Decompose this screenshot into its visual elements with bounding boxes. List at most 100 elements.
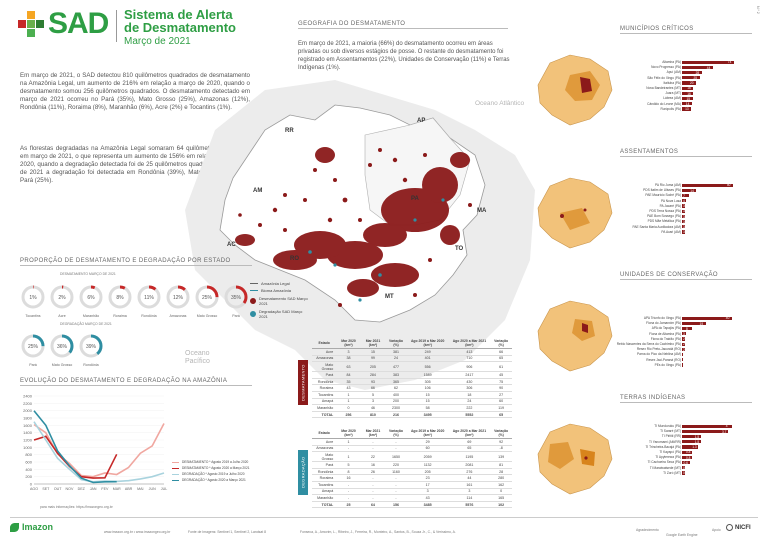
table-header: Estado <box>312 428 337 439</box>
proportion-section-title: PROPORÇÃO DE DESMATAMENTO E DEGRADAÇÃO P… <box>20 258 252 266</box>
donut-ring: 1% <box>21 285 45 309</box>
degrad-donut-2: 39% Rondônia <box>78 334 104 367</box>
state-label-mt: MT <box>385 294 394 300</box>
rank-bar <box>682 70 702 75</box>
rank-value: 3 <box>683 209 685 214</box>
table-row: Acre 1- -29 69 92 <box>312 438 512 446</box>
municipio-row: Cândido do Leone (MA) 14 <box>647 102 744 106</box>
amazon-map: RR AP AM PA MA AC RO TO MT Oceano Atlânt… <box>185 80 535 390</box>
table-row: Tocantins - - -17 161 162 <box>312 481 512 489</box>
table-header: Mar 2020 (km²) <box>336 428 361 439</box>
rank-name: TI Yanomami (AM/RR) <box>649 439 681 444</box>
footer-sources: Fonte de Imagens: Sentinel 1, Sentinel 2… <box>188 530 267 534</box>
x-tick-label: DEZ <box>78 487 86 491</box>
deforest-table-label: DESMATAMENTO <box>298 360 308 405</box>
y-tick-label: 1200 <box>23 438 33 443</box>
state-label-ac: AC <box>227 242 236 248</box>
rank-name: Rurópolis (PA) <box>660 106 682 111</box>
rank-bar <box>682 107 692 111</box>
municipio-row: Rurópolis (PA) 13 <box>661 107 744 112</box>
donut-value: 8% <box>116 295 124 301</box>
page-subtitle: Março de 2021 <box>124 36 191 47</box>
uc-row: APA Triunfo do Xingu (PA) 40 <box>644 316 744 320</box>
table-header: Ago 2020 a Mar 2021 (km²) <box>448 338 491 349</box>
rank-name: TI Trincheira-Bacajá (PA) <box>645 444 681 449</box>
rank-bar <box>682 91 694 95</box>
rank-name: PDS Terra Nossa (PA) <box>649 209 681 213</box>
rank-bar <box>682 434 701 439</box>
rank-value: 2 <box>683 337 685 342</box>
evo-legend-1: DESMATAMENTO * Agosto 2020 a Março 2021 <box>172 466 252 470</box>
table-header: Mar 2020 (km²) <box>336 338 361 349</box>
assentamento-row: PDS Itatim de Ulisses (PA) 14 <box>643 188 744 193</box>
rank-value: 0.2 <box>683 465 688 470</box>
rank-bar <box>682 460 690 465</box>
deforest-donut-2: 6% Maranhão <box>78 285 104 318</box>
donut-value: 25% <box>202 295 213 301</box>
deforest-table: Estado Mar 2020 (km²) Mar 2021 (km²) Variaç… <box>312 338 512 419</box>
uc-row: Flona de Altamira (PA) 3 <box>649 331 744 336</box>
table-row: Roraima 16- -23 44 280 <box>312 474 512 482</box>
state-label-am: AM <box>253 188 262 194</box>
table-row: Mato Grosso 63 205 477 556 906 61 <box>312 361 512 373</box>
uc-row: Parna do Pico da Neblina (AM) 1 <box>637 352 744 356</box>
state-label-ap: AP <box>417 118 425 124</box>
assentamento-row: PA Rio Juma (AM) 50 <box>655 183 744 187</box>
table-header: Variação (%) <box>490 428 512 439</box>
x-tick-label: JAN <box>90 487 97 491</box>
donut-state-label: Pará <box>232 314 240 318</box>
rank-value: 2 <box>683 347 685 352</box>
rank-bar <box>682 429 728 433</box>
rank-value: 1 <box>683 357 685 362</box>
table-header: Ago 2019 a Mar 2020 (km²) <box>406 338 449 349</box>
rank-value: 13 <box>685 107 689 112</box>
footer-support-label: Apoio <box>712 528 721 532</box>
evo-legend-3: DEGRADAÇÃO * Agosto 2020 a Março 2021 <box>172 478 252 482</box>
ti-row: TI Munduruku (PA) 4 <box>654 424 744 428</box>
rank-bar <box>682 214 686 218</box>
rank-value: 8 <box>686 326 688 331</box>
table-header: Variação (%) <box>490 338 512 349</box>
rank-bar <box>682 219 686 224</box>
deforest-donut-0: 1% Tocantins <box>20 285 46 318</box>
footer-divider <box>10 517 758 518</box>
nicfi-icon <box>726 524 733 531</box>
rank-bar <box>682 86 694 90</box>
rank-name: PA Jacaré (PA) <box>659 203 681 208</box>
evolution-chart: 2400220020001800160014001200100080060040… <box>23 394 167 492</box>
table-row: Tocantins 1 5 400 15 18 27 <box>312 391 512 399</box>
google-earth-engine-logo: Google Earth Engine <box>666 533 698 537</box>
mini-map-assentamentos <box>537 177 613 249</box>
degrad-donut-0: 25% Pará <box>20 334 46 367</box>
table-row: Maranhão 0 46 2300 58 222 119 <box>312 404 512 412</box>
donut-state-label: Pará <box>29 363 37 367</box>
rank-name: APA do Tapajós (PA) <box>651 326 681 331</box>
x-tick-label: MAI <box>137 487 143 491</box>
rank-bar <box>682 65 713 69</box>
legend-amazonia-legal: Amazônia Legal <box>250 281 330 286</box>
rank-value: 0.6 <box>683 460 688 465</box>
donut-state-label: Mato Grosso <box>196 314 218 318</box>
rank-bar <box>682 230 686 234</box>
rank-bar <box>682 193 690 198</box>
ti-row: TI Maraiwatsede (MT) 0.2 <box>650 465 744 470</box>
state-label-pa: PA <box>411 196 420 202</box>
footer-site: www.imazon.org.br • www.imazongeo.org.br <box>104 530 171 534</box>
rank-bar <box>682 347 685 351</box>
evolution-series-3 <box>33 410 117 484</box>
mini-map-ucs <box>537 300 613 372</box>
rank-bar <box>682 342 685 346</box>
donut-state-label: Mato Grosso <box>51 363 73 367</box>
table-row: Amapá 1 3 200 15 24 60 <box>312 398 512 406</box>
rank-bar <box>682 321 706 325</box>
rank-name: Juara (MT) <box>665 91 681 96</box>
rank-value: 3 <box>683 331 685 336</box>
municipios-title: MUNICÍPIOS CRÍTICOS <box>620 26 752 34</box>
y-tick-label: 1400 <box>23 430 33 435</box>
rank-bar <box>682 363 684 367</box>
rank-name: Itaituba (PA) <box>663 80 681 85</box>
deforest-table-block: DESMATAMENTO Estado Mar 2020 (km²) Mar 202… <box>298 338 516 422</box>
degrad-table-label: DEGRADAÇÃO <box>298 450 308 495</box>
rank-value: 15 <box>686 96 691 101</box>
rank-name: PAE Maurício Sodré (PA) <box>645 193 681 198</box>
